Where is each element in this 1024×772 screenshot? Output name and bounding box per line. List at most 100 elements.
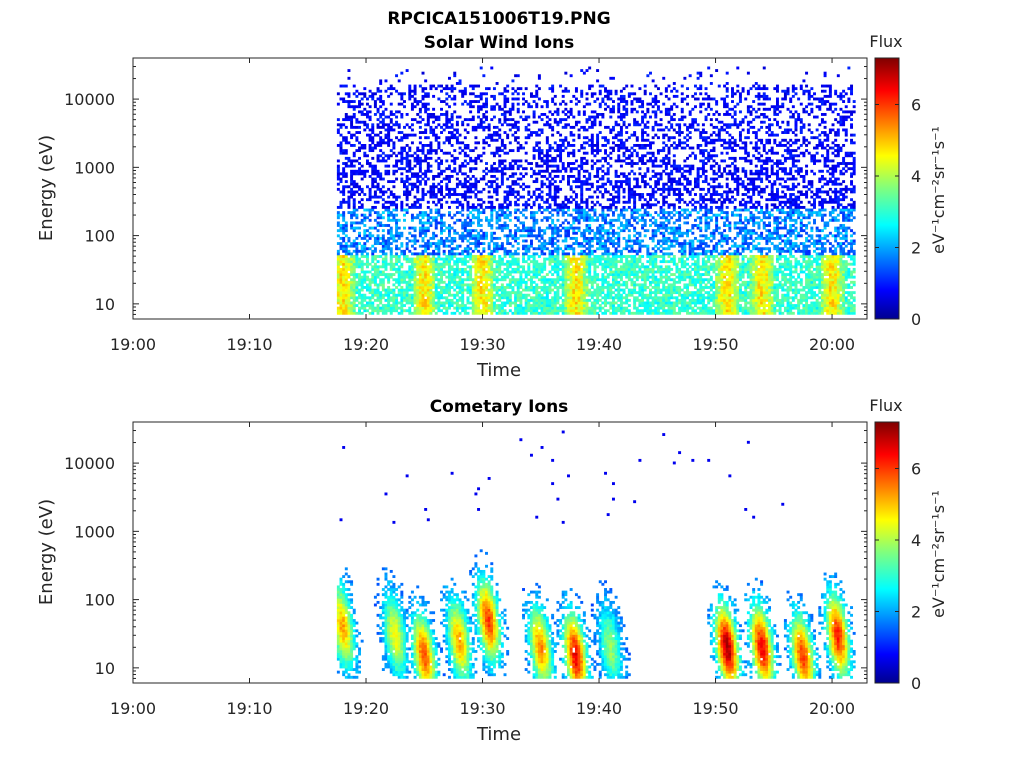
heatmap-cell (609, 242, 613, 246)
heatmap-cell (572, 286, 576, 289)
heatmap-cell (350, 301, 354, 305)
heatmap-cell (426, 247, 430, 251)
heatmap-cell (426, 169, 430, 173)
heatmap-cell (471, 208, 475, 212)
heatmap-cell (469, 187, 473, 191)
heatmap-cell (596, 138, 600, 142)
heatmap-cell (471, 128, 475, 132)
heatmap-cell (596, 159, 600, 163)
heatmap-cell (585, 120, 589, 124)
heatmap-cell (458, 244, 462, 248)
heatmap-cell (506, 262, 510, 266)
heatmap-cell (543, 244, 547, 248)
heatmap-cell (450, 298, 454, 302)
heatmap-cell (479, 298, 483, 302)
heatmap-cell (355, 213, 359, 217)
heatmap-cell (569, 107, 573, 111)
heatmap-cell (400, 92, 404, 96)
heatmap-cell (461, 120, 465, 124)
heatmap-cell (514, 200, 518, 204)
heatmap-cell (545, 242, 549, 246)
heatmap-cell (373, 190, 377, 194)
heatmap-cell (537, 262, 541, 266)
heatmap-cell (463, 185, 467, 189)
heatmap-cell (437, 247, 441, 251)
heatmap-cell (350, 162, 354, 165)
heatmap-cell (440, 185, 443, 189)
heatmap-cell (503, 262, 507, 266)
heatmap-cell (358, 273, 361, 276)
heatmap-cell (408, 94, 412, 98)
heatmap-cell (479, 262, 483, 266)
heatmap-cell (617, 304, 621, 307)
heatmap-cell (593, 249, 597, 253)
heatmap-cell (371, 97, 375, 101)
heatmap-cell (416, 239, 420, 243)
heatmap-cell (495, 131, 499, 134)
heatmap-cell (585, 102, 589, 106)
heatmap-cell (442, 286, 446, 289)
heatmap-cell (355, 291, 359, 295)
heatmap-cell (498, 107, 502, 111)
heatmap-cell (519, 291, 523, 295)
heatmap-cell (569, 213, 573, 217)
heatmap-cell (389, 255, 393, 258)
heatmap-cell (339, 236, 343, 240)
heatmap-cell (418, 257, 422, 261)
heatmap-cell (574, 218, 578, 222)
heatmap-cell (379, 213, 383, 217)
heatmap-cell (410, 118, 414, 122)
heatmap-cell (413, 159, 417, 163)
heatmap-cell (601, 257, 605, 261)
heatmap-cell (492, 278, 496, 282)
heatmap-cell (516, 182, 520, 186)
heatmap-cell (447, 293, 451, 297)
heatmap-cell (561, 255, 565, 258)
heatmap-cell (572, 301, 576, 305)
heatmap-cell (360, 164, 364, 168)
heatmap-cell (498, 247, 502, 251)
heatmap-cell (598, 105, 602, 109)
heatmap-cell (384, 288, 388, 292)
heatmap-cell (400, 177, 404, 181)
heatmap-cell (580, 193, 584, 196)
heatmap-cell (344, 125, 348, 129)
heatmap-cell (440, 301, 443, 305)
heatmap-cell (593, 174, 597, 178)
heatmap-cell (588, 231, 592, 235)
heatmap-cell (559, 208, 563, 212)
heatmap-cell (358, 131, 361, 134)
heatmap-cell (619, 265, 623, 269)
heatmap-cell (344, 141, 348, 145)
heatmap-cell (516, 309, 520, 313)
heatmap-cell (352, 92, 356, 96)
heatmap-cell (580, 208, 584, 212)
heatmap-cell (424, 193, 428, 196)
heatmap-cell (532, 131, 536, 134)
heatmap-cell (344, 280, 348, 284)
heatmap-cell (408, 133, 412, 137)
heatmap-cell (490, 293, 494, 297)
heatmap-cell (572, 154, 576, 158)
heatmap-cell (392, 141, 396, 145)
heatmap-cell (596, 167, 600, 171)
heatmap-cell (580, 234, 584, 238)
heatmap-cell (434, 311, 438, 315)
heatmap-cell (508, 162, 512, 165)
heatmap-cell (561, 288, 565, 292)
heatmap-cell (355, 208, 359, 212)
heatmap-cell (572, 198, 576, 202)
heatmap-cell (556, 205, 560, 209)
heatmap-cell (611, 309, 615, 313)
heatmap-cell (601, 234, 605, 238)
heatmap-cell (432, 249, 436, 253)
heatmap-cell (442, 242, 446, 246)
heatmap-cell (416, 267, 420, 271)
heatmap-cell (389, 125, 393, 129)
heatmap-cell (580, 260, 584, 264)
heatmap-cell (397, 102, 401, 106)
heatmap-cell (590, 229, 594, 233)
heatmap-cell (381, 270, 385, 274)
heatmap-cell (553, 283, 557, 287)
heatmap-cell (559, 247, 563, 251)
